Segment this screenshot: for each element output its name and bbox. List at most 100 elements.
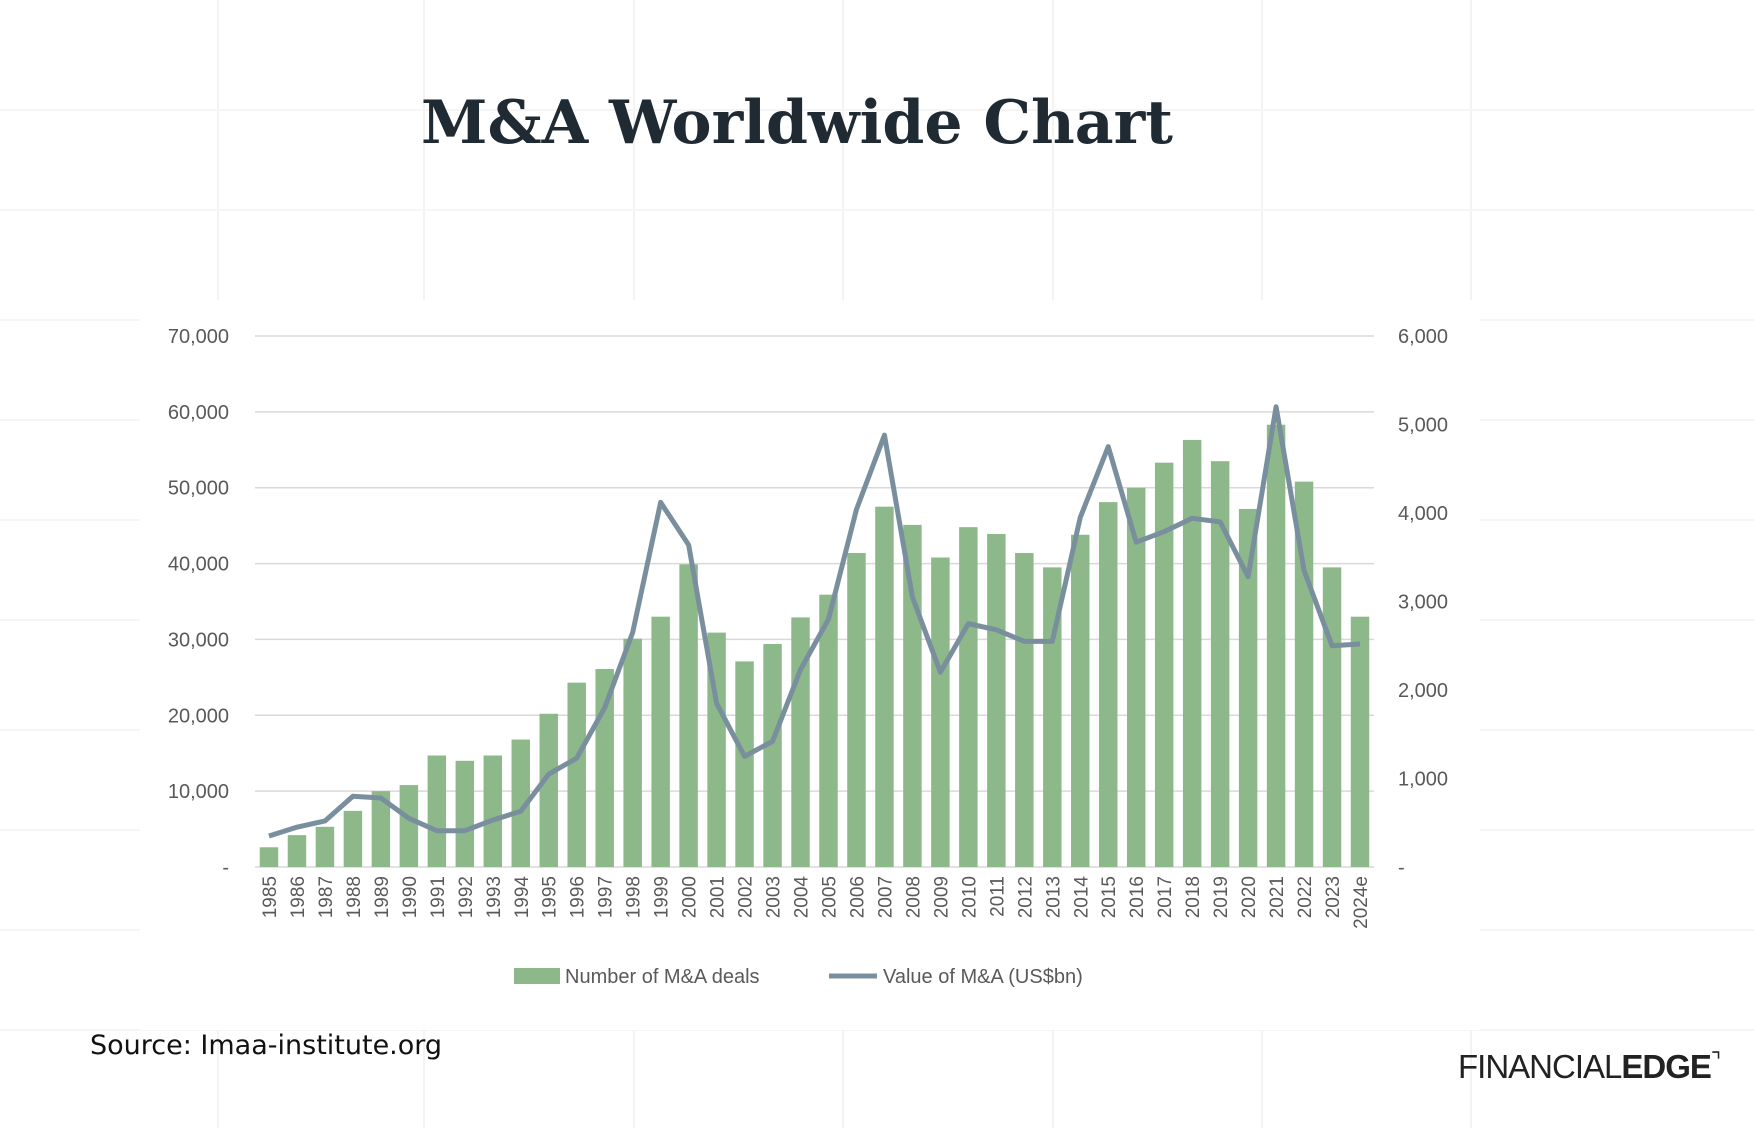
x-axis-tick: 1990 — [400, 876, 421, 918]
bar-2020 — [1238, 508, 1258, 867]
right-axis-tick: 4,000 — [1398, 503, 1448, 525]
x-axis-tick: 2008 — [903, 876, 924, 918]
x-axis-tick: 1991 — [428, 876, 449, 918]
x-axis-tick: 1986 — [288, 876, 309, 918]
bar-1997 — [595, 669, 614, 867]
x-axis-tick: 1996 — [568, 876, 589, 918]
x-axis-tick: 1994 — [512, 876, 533, 919]
right-axis-tick: 6,000 — [1398, 326, 1448, 348]
x-axis-tick: 1997 — [596, 876, 617, 918]
logo-text-right: EDGE — [1621, 1048, 1712, 1085]
left-axis-tick: 20,000 — [168, 705, 229, 727]
bar-1985 — [259, 847, 279, 867]
x-axis-tick: 2015 — [1099, 876, 1120, 918]
bar-2006 — [847, 552, 866, 867]
x-axis-tick: 2009 — [931, 876, 952, 918]
bar-2024e — [1350, 616, 1370, 867]
bar-2016 — [1126, 487, 1146, 867]
bar-2010 — [959, 527, 978, 867]
x-axis-tick: 2019 — [1211, 876, 1232, 918]
right-axis-tick: 2,000 — [1398, 680, 1448, 702]
x-axis-tick: 2003 — [764, 876, 785, 918]
x-axis-tick: 2002 — [736, 876, 757, 918]
left-axis-tick: - — [222, 857, 229, 879]
bar-2021 — [1266, 424, 1286, 867]
left-axis-tick: 10,000 — [168, 781, 229, 803]
legend-swatch-bars — [514, 968, 560, 984]
bar-1988 — [343, 810, 363, 867]
bar-2000 — [679, 564, 698, 867]
x-axis-tick: 1995 — [540, 876, 561, 918]
bar-2008 — [903, 524, 922, 867]
x-axis-tick: 1993 — [484, 876, 505, 918]
left-axis-tick: 30,000 — [168, 629, 229, 651]
left-axis-tick: 50,000 — [168, 478, 229, 500]
bar-1995 — [539, 713, 558, 867]
bar-2018 — [1182, 439, 1202, 867]
x-axis-tick: 2023 — [1323, 876, 1344, 918]
bar-1991 — [427, 755, 447, 867]
page-title: M&A Worldwide Chart — [421, 88, 1173, 158]
bar-1993 — [483, 755, 503, 867]
x-axis-tick: 1985 — [260, 876, 281, 918]
bar-1994 — [511, 739, 530, 867]
x-axis-tick: 1992 — [456, 876, 477, 918]
financial-edge-logo: FINANCIALEDGE⌝ — [1458, 1048, 1721, 1086]
bar-2019 — [1210, 461, 1230, 867]
x-axis-tick: 2016 — [1127, 876, 1148, 918]
source-note: Source: Imaa-institute.org — [90, 1030, 443, 1061]
x-axis-tick: 2021 — [1267, 876, 1288, 918]
bar-2014 — [1071, 534, 1090, 867]
left-axis-tick: 70,000 — [168, 326, 229, 348]
x-axis-tick: 1999 — [652, 876, 673, 918]
bar-2007 — [875, 506, 894, 867]
right-axis-tick: 3,000 — [1398, 592, 1448, 614]
x-axis-tick: 2004 — [792, 876, 813, 919]
legend-label-line: Value of M&A (US$bn) — [883, 966, 1083, 988]
x-axis-tick: 2020 — [1239, 876, 1260, 918]
value-line — [268, 404, 1361, 839]
x-axis-tick: 1988 — [344, 876, 365, 918]
logo-text-left: FINANCIAL — [1458, 1048, 1622, 1085]
x-axis-tick: 1998 — [624, 876, 645, 918]
bar-1986 — [287, 835, 307, 867]
x-axis-tick: 2006 — [847, 876, 868, 918]
bar-2012 — [1015, 552, 1034, 867]
bar-1996 — [567, 682, 586, 867]
bar-2009 — [931, 557, 950, 867]
bar-1987 — [315, 826, 335, 867]
bar-2003 — [763, 643, 782, 867]
x-axis-tick: 2000 — [680, 876, 701, 918]
logo-corner-icon: ⌝ — [1710, 1048, 1721, 1073]
x-axis-tick: 2013 — [1043, 876, 1064, 918]
bar-1999 — [651, 616, 670, 867]
bar-2017 — [1154, 462, 1174, 867]
x-axis-tick: 2012 — [1015, 876, 1036, 918]
bar-2023 — [1322, 567, 1342, 867]
x-axis-tick: 2024e — [1351, 876, 1372, 929]
x-axis-tick: 2011 — [987, 876, 1008, 917]
bar-1989 — [371, 791, 391, 867]
x-axis-tick: 2010 — [959, 876, 980, 918]
bar-2002 — [735, 661, 754, 867]
right-axis-tick: - — [1398, 857, 1405, 879]
bar-1990 — [399, 785, 419, 867]
bar-2005 — [819, 594, 838, 867]
left-axis-tick: 40,000 — [168, 554, 229, 576]
x-axis-tick: 1987 — [316, 876, 337, 918]
x-axis-tick: 2001 — [708, 876, 729, 918]
x-axis-tick: 2005 — [819, 876, 840, 918]
left-axis-tick: 60,000 — [168, 402, 229, 424]
bar-2011 — [987, 533, 1006, 867]
x-axis-tick: 2007 — [875, 876, 896, 918]
x-axis-tick: 2017 — [1155, 876, 1176, 918]
x-axis-tick: 1989 — [372, 876, 393, 918]
x-axis-tick: 2014 — [1071, 876, 1092, 919]
x-axis-tick: 2022 — [1295, 876, 1316, 918]
bar-1992 — [455, 760, 475, 867]
bar-2015 — [1099, 502, 1118, 867]
bar-1998 — [623, 638, 642, 867]
right-axis-tick: 1,000 — [1398, 769, 1448, 791]
right-axis-tick: 5,000 — [1398, 415, 1448, 437]
